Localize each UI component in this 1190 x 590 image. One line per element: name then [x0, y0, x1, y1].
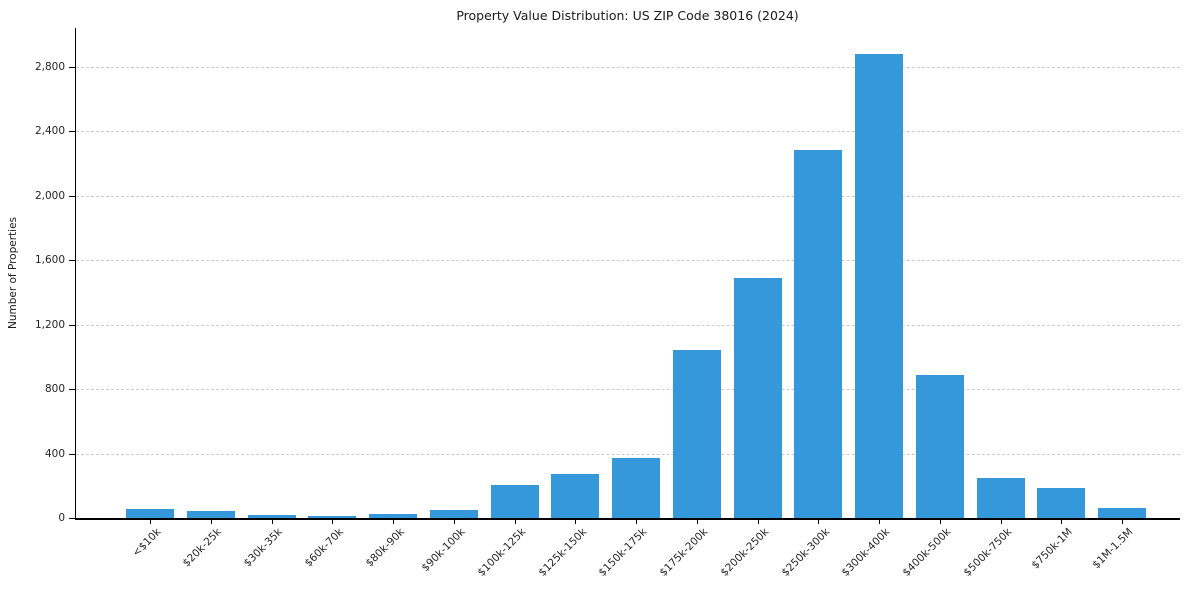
- y-axis-line: [75, 28, 76, 519]
- y-tick-mark: [69, 453, 75, 455]
- y-tick-mark: [69, 324, 75, 326]
- gridline: [76, 66, 1180, 68]
- x-tick-mark: [1122, 519, 1123, 524]
- chart-title: Property Value Distribution: US ZIP Code…: [456, 8, 799, 23]
- bar: [976, 477, 1025, 518]
- gridline: [76, 324, 1180, 326]
- y-tick-mark: [69, 518, 75, 519]
- x-tick-mark: [210, 519, 212, 524]
- y-tick-label: 0: [58, 512, 65, 524]
- x-tick-label: $60k-70k: [302, 526, 346, 570]
- bar: [490, 484, 539, 518]
- y-tick-mark: [69, 131, 75, 133]
- bar: [1037, 488, 1086, 518]
- gridline: [76, 453, 1180, 455]
- x-tick-mark: [879, 519, 880, 524]
- bar: [308, 516, 357, 518]
- y-tick-label: 2,400: [34, 125, 65, 138]
- x-axis-line: [75, 518, 1180, 520]
- x-tick-mark: [453, 519, 455, 524]
- bar: [794, 149, 843, 518]
- x-tick-label: <$10k: [130, 526, 164, 560]
- x-tick-label: $200k-250k: [718, 526, 771, 579]
- bar: [429, 510, 478, 518]
- x-tick-mark: [575, 519, 577, 524]
- bar: [126, 509, 174, 518]
- bar: [551, 474, 600, 518]
- x-tick-mark: [393, 519, 394, 524]
- y-tick-label: 800: [44, 383, 65, 396]
- x-tick-label: $125k-150k: [535, 526, 589, 579]
- bar: [247, 514, 296, 518]
- gridline: [76, 195, 1180, 197]
- x-tick-mark: [332, 519, 334, 524]
- x-tick-mark: [757, 519, 759, 524]
- x-tick-label: $300k-400k: [839, 526, 893, 579]
- bar: [733, 277, 782, 518]
- x-tick-label: $150k-175k: [596, 526, 650, 579]
- gridline: [76, 389, 1180, 391]
- x-tick-label: $250k-300k: [778, 526, 832, 579]
- y-tick-label: 2,800: [34, 60, 65, 73]
- x-tick-mark: [636, 519, 637, 524]
- x-tick-label: $100k-125k: [475, 526, 528, 579]
- x-tick-label: $750k-1M: [1029, 526, 1075, 572]
- x-tick-mark: [1000, 519, 1002, 524]
- bar: [915, 374, 964, 518]
- gridline: [76, 260, 1180, 262]
- y-tick-label: 1,200: [34, 318, 65, 331]
- bar: [1098, 507, 1146, 518]
- y-tick-label: 400: [44, 447, 65, 460]
- y-tick-label: 1,600: [34, 254, 65, 267]
- x-tick-label: $400k-500k: [900, 526, 954, 579]
- y-tick-label: 2,000: [34, 189, 65, 202]
- bar: [186, 510, 235, 518]
- x-tick-label: $80k-90k: [363, 526, 407, 570]
- y-tick-mark: [69, 195, 75, 197]
- x-tick-label: $30k-35k: [241, 526, 285, 570]
- x-tick-label: $500k-750k: [961, 526, 1014, 579]
- x-tick-label: $90k-100k: [419, 526, 468, 575]
- x-tick-mark: [271, 519, 273, 524]
- y-tick-mark: [69, 66, 75, 68]
- x-tick-mark: [150, 519, 151, 524]
- x-tick-label: $1M-1.5M: [1090, 526, 1136, 572]
- x-tick-label: $175k-200k: [657, 526, 711, 579]
- x-tick-mark: [939, 519, 941, 524]
- bar: [369, 513, 417, 518]
- y-tick-mark: [69, 260, 75, 262]
- x-tick-mark: [1061, 519, 1063, 524]
- bar: [672, 350, 721, 518]
- x-tick-label: $20k-25k: [180, 526, 225, 570]
- bar: [612, 458, 660, 518]
- gridline: [76, 131, 1180, 133]
- bar: [855, 53, 903, 518]
- x-tick-mark: [696, 519, 698, 524]
- x-tick-mark: [818, 519, 820, 524]
- x-tick-mark: [514, 519, 516, 524]
- y-tick-mark: [69, 389, 75, 391]
